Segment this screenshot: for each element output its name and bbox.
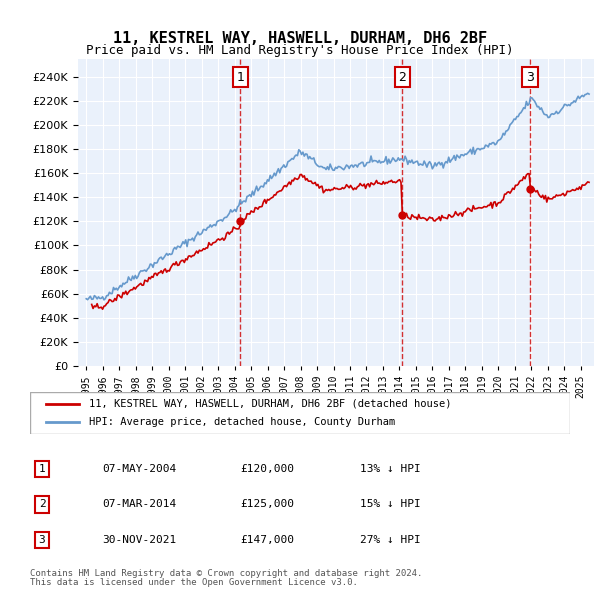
Text: 30-NOV-2021: 30-NOV-2021 <box>102 535 176 545</box>
Text: 11, KESTREL WAY, HASWELL, DURHAM, DH6 2BF (detached house): 11, KESTREL WAY, HASWELL, DURHAM, DH6 2B… <box>89 399 452 409</box>
Text: HPI: Average price, detached house, County Durham: HPI: Average price, detached house, Coun… <box>89 417 395 427</box>
Text: 3: 3 <box>38 535 46 545</box>
Text: 2: 2 <box>38 500 46 509</box>
Text: 11, KESTREL WAY, HASWELL, DURHAM, DH6 2BF: 11, KESTREL WAY, HASWELL, DURHAM, DH6 2B… <box>113 31 487 46</box>
Text: 07-MAY-2004: 07-MAY-2004 <box>102 464 176 474</box>
Text: Price paid vs. HM Land Registry's House Price Index (HPI): Price paid vs. HM Land Registry's House … <box>86 44 514 57</box>
Text: This data is licensed under the Open Government Licence v3.0.: This data is licensed under the Open Gov… <box>30 578 358 588</box>
Text: Contains HM Land Registry data © Crown copyright and database right 2024.: Contains HM Land Registry data © Crown c… <box>30 569 422 578</box>
Text: £120,000: £120,000 <box>240 464 294 474</box>
Text: 13% ↓ HPI: 13% ↓ HPI <box>360 464 421 474</box>
Text: 15% ↓ HPI: 15% ↓ HPI <box>360 500 421 509</box>
Text: 1: 1 <box>236 71 244 84</box>
FancyBboxPatch shape <box>30 392 570 434</box>
Text: 3: 3 <box>526 71 534 84</box>
Text: 1: 1 <box>38 464 46 474</box>
Text: 2: 2 <box>398 71 406 84</box>
Text: 07-MAR-2014: 07-MAR-2014 <box>102 500 176 509</box>
Text: £147,000: £147,000 <box>240 535 294 545</box>
Text: 27% ↓ HPI: 27% ↓ HPI <box>360 535 421 545</box>
Text: £125,000: £125,000 <box>240 500 294 509</box>
